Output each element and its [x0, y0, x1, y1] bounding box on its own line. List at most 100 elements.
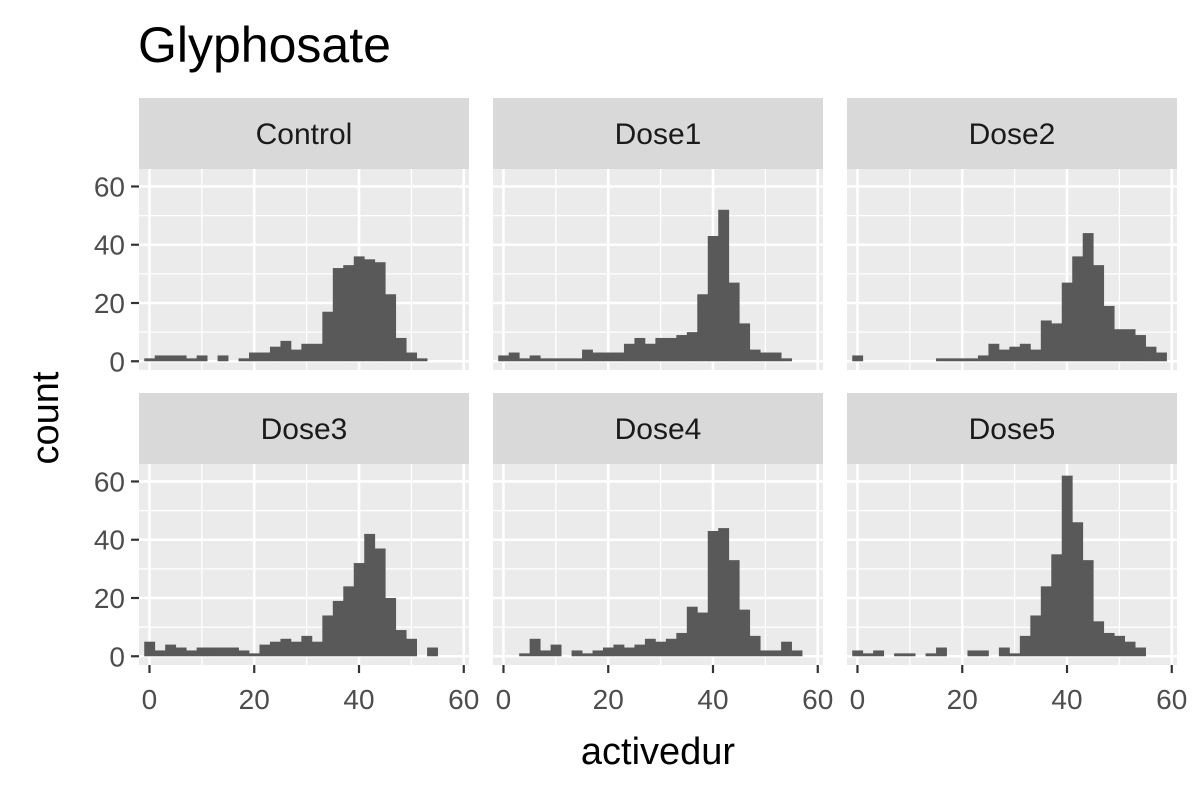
histogram-bar — [207, 647, 218, 657]
y-tick-label: 20 — [94, 288, 125, 319]
histogram-bar — [353, 563, 365, 657]
histogram-bar — [165, 644, 177, 657]
y-tick-label: 40 — [94, 230, 125, 261]
histogram-bar — [582, 349, 593, 362]
histogram-bar — [988, 343, 1000, 362]
histogram-bar — [269, 641, 281, 657]
facet-strip — [493, 393, 823, 464]
histogram-bar — [904, 653, 916, 657]
histogram-bar — [739, 609, 751, 657]
facet-strip — [139, 393, 469, 464]
histogram-bar — [1156, 352, 1167, 362]
histogram-bar — [1093, 265, 1105, 362]
x-tick-label: 40 — [1051, 684, 1082, 715]
histogram-bar — [1124, 329, 1136, 362]
histogram-bar — [165, 355, 177, 362]
y-tick-label: 60 — [94, 466, 125, 497]
histogram-bar — [967, 358, 979, 362]
histogram-bar — [175, 355, 187, 362]
y-tick-label: 40 — [94, 525, 125, 556]
histogram-bar — [385, 294, 397, 362]
histogram-bar — [374, 262, 386, 362]
histogram-bar — [322, 311, 334, 362]
histogram-bar — [676, 335, 688, 362]
histogram-bar — [1103, 632, 1115, 657]
histogram-bar — [697, 612, 709, 657]
histogram-bar — [540, 650, 552, 657]
histogram-bar — [644, 638, 656, 657]
histogram-bar — [343, 265, 355, 362]
histogram-bar — [1019, 343, 1031, 362]
histogram-bar — [946, 358, 958, 362]
histogram-bar — [977, 650, 989, 657]
histogram-bar — [739, 323, 751, 362]
histogram-bar — [718, 209, 730, 362]
histogram-bar — [508, 352, 520, 362]
x-tick-label: 40 — [697, 684, 728, 715]
histogram-bar — [760, 352, 772, 362]
histogram-bar — [238, 650, 250, 657]
histogram-bar — [280, 638, 292, 657]
histogram-bar — [644, 343, 656, 362]
histogram-bar — [1082, 233, 1094, 362]
histogram-bar — [623, 647, 635, 657]
histogram-bar — [1040, 320, 1052, 362]
histogram-bar — [1082, 560, 1094, 657]
histogram-bar — [998, 647, 1010, 657]
histogram-bar — [1019, 635, 1031, 657]
histogram-bar — [561, 358, 572, 362]
histogram-bar — [998, 349, 1010, 362]
x-tick-label: 0 — [496, 684, 512, 715]
histogram-bar — [1135, 335, 1146, 362]
histogram-bar — [280, 340, 292, 362]
histogram-bar — [311, 641, 323, 657]
x-tick-label: 20 — [947, 684, 978, 715]
histogram-bar — [217, 355, 229, 362]
histogram-bar — [603, 352, 614, 362]
histogram-bar — [385, 598, 397, 657]
facet-strip — [847, 393, 1177, 464]
histogram-bar — [529, 638, 541, 657]
histogram-bar — [269, 346, 281, 362]
histogram-bar — [592, 352, 604, 362]
histogram-bar — [749, 349, 761, 362]
histogram-bar — [925, 653, 937, 657]
histogram-bar — [613, 644, 625, 657]
histogram-bar — [406, 638, 418, 657]
histogram-bar — [249, 653, 260, 657]
histogram-bar — [655, 641, 667, 657]
histogram-bar — [290, 349, 302, 362]
histogram-bar — [623, 343, 635, 362]
histogram-bar — [791, 650, 803, 657]
facet-strip — [847, 98, 1177, 169]
histogram-bar — [1103, 305, 1115, 362]
x-tick-label: 0 — [142, 684, 158, 715]
histogram-bar — [1093, 621, 1105, 657]
histogram-bar — [655, 337, 667, 362]
facet-panels: Control 0 20 40 60 Dose1 Dose2 Dose3 0 20 40 60 0 20 4… — [94, 98, 1187, 715]
panel-background — [847, 464, 1177, 665]
facet-control: Control 0 20 40 60 — [94, 98, 469, 377]
histogram-bar — [1061, 282, 1073, 362]
histogram-bar — [1051, 323, 1063, 362]
y-tick-label: 60 — [94, 171, 125, 202]
histogram-bar — [571, 650, 583, 657]
histogram-bar — [957, 358, 968, 362]
histogram-bar — [301, 343, 313, 362]
histogram-bar — [613, 352, 625, 362]
facet-strip-label: Dose3 — [261, 413, 348, 446]
histogram-bar — [1114, 329, 1126, 362]
facet-dose3: Dose3 0 20 40 60 0 20 40 60 — [94, 393, 479, 715]
histogram-bar — [852, 355, 864, 362]
facet-dose4: Dose4 0 20 40 60 — [493, 393, 833, 715]
histogram-bar — [217, 647, 229, 657]
histogram-bar — [770, 650, 782, 657]
histogram-bar — [374, 548, 386, 657]
histogram-bar — [196, 355, 208, 362]
x-axis-label: activedur — [581, 731, 736, 773]
histogram-bar — [1009, 346, 1021, 362]
x-tick-label: 20 — [239, 684, 270, 715]
histogram-bar — [967, 650, 979, 657]
y-tick-label: 20 — [94, 583, 125, 614]
histogram-bar — [697, 294, 709, 362]
